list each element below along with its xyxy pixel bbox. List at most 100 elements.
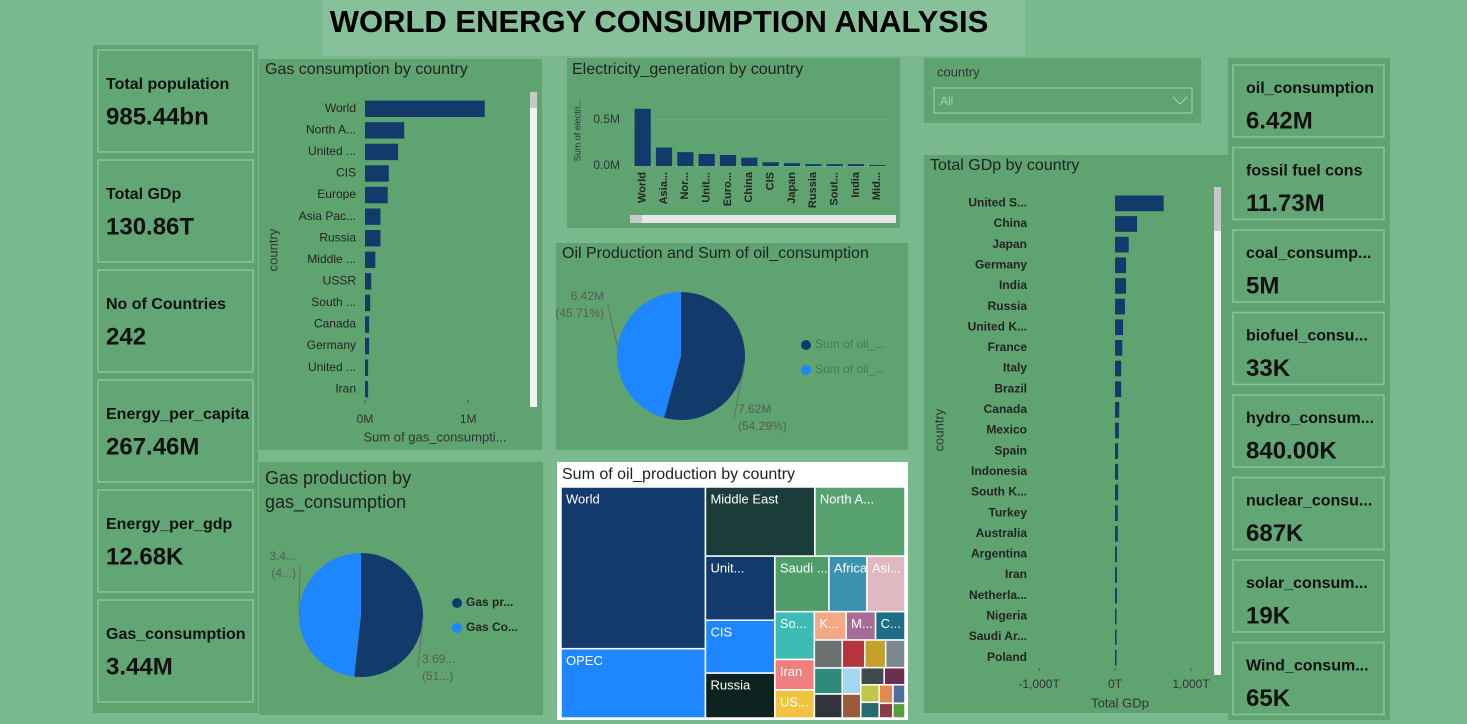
kpi-label: Gas_consumption xyxy=(106,626,246,643)
data-label: (51...) xyxy=(422,669,453,683)
kpi-card xyxy=(97,159,254,263)
bar xyxy=(365,122,405,139)
bar xyxy=(677,152,694,166)
treemap-tile xyxy=(841,666,862,695)
kpi-card xyxy=(1232,394,1385,468)
bar xyxy=(365,359,369,376)
x-tick-label: Unit... xyxy=(701,172,713,203)
kpi-value: 11.73M xyxy=(1246,190,1325,217)
kpi-value: 6.42M xyxy=(1246,107,1313,134)
kpi-label: Total population xyxy=(106,76,229,93)
bar xyxy=(1115,278,1127,294)
y-axis-title: country xyxy=(265,228,280,271)
treemap-tile xyxy=(892,684,906,705)
y-tick-label: 0.5M xyxy=(593,112,620,126)
category-label: Turkey xyxy=(989,505,1028,519)
legend-label: Gas Co... xyxy=(466,620,518,634)
x-tick-label: Mid... xyxy=(871,172,883,200)
category-label: Asia Pac... xyxy=(299,209,356,223)
bar xyxy=(1115,381,1122,398)
x-tick-label: 0M xyxy=(357,412,374,426)
treemap-tile xyxy=(813,667,843,695)
category-label: Russia xyxy=(988,299,1028,313)
data-label: 3.69... xyxy=(422,652,455,666)
category-label: Mexico xyxy=(986,423,1027,437)
category-label: North A... xyxy=(306,123,356,137)
kpi-card xyxy=(1232,476,1385,551)
tile-label: CIS xyxy=(710,625,732,640)
scroll-thumb[interactable] xyxy=(630,215,642,223)
kpi-value: 130.86T xyxy=(106,213,194,240)
pie-slice xyxy=(299,553,361,677)
treemap-tile xyxy=(560,647,707,719)
bar xyxy=(1115,505,1118,521)
category-label: France xyxy=(988,340,1028,354)
slicer-dropdown[interactable] xyxy=(933,87,1193,114)
tile-label: Iran xyxy=(780,664,802,679)
bar xyxy=(805,164,822,166)
kpi-card xyxy=(1232,229,1385,303)
bar xyxy=(1115,649,1117,666)
bar xyxy=(365,273,372,290)
tile-label: So... xyxy=(780,616,807,631)
tile-label: C... xyxy=(881,616,901,631)
bar xyxy=(1115,443,1119,459)
legend-marker xyxy=(801,340,811,350)
treemap-tile xyxy=(866,555,906,613)
treemap-tile xyxy=(813,693,843,719)
chart-title: Oil Production and Sum of oil_consumptio… xyxy=(562,245,869,262)
legend-marker xyxy=(452,623,462,633)
data-label: 3.4... xyxy=(269,549,296,563)
treemap-tile xyxy=(813,639,843,669)
x-tick-label: 0T xyxy=(1108,677,1123,691)
tile-label: OPEC xyxy=(566,653,603,668)
kpi-label: Total GDp xyxy=(106,186,181,203)
bar xyxy=(655,147,673,166)
kpi-label: No of Countries xyxy=(106,296,226,313)
treemap-tile xyxy=(814,486,906,557)
category-label: Canada xyxy=(314,317,356,331)
x-tick-label: 1M xyxy=(460,412,477,426)
legend-marker xyxy=(452,598,462,608)
dropdown-arrow[interactable] xyxy=(1172,96,1188,105)
legend-label: Gas pr... xyxy=(466,595,513,609)
y-axis-title: country xyxy=(931,408,946,451)
bar xyxy=(365,100,485,117)
tile-label: Russia xyxy=(710,678,751,693)
leader-line xyxy=(733,364,745,419)
category-label: Argentina xyxy=(971,547,1027,561)
kpi-label: nuclear_consu... xyxy=(1246,493,1372,510)
scroll-thumb[interactable] xyxy=(1214,187,1221,231)
x-tick-label: Russia xyxy=(807,171,819,208)
bar xyxy=(719,154,737,166)
scrollbar xyxy=(1214,187,1221,675)
pie-slice xyxy=(617,292,681,418)
bar xyxy=(1115,629,1117,645)
x-tick-label: Nor... xyxy=(679,172,691,200)
bar xyxy=(869,165,886,166)
kpi-label: fossil fuel cons xyxy=(1246,163,1363,180)
scroll-thumb[interactable] xyxy=(530,92,537,108)
kpi-label: solar_consum... xyxy=(1246,575,1368,592)
kpi-label: oil_consumption xyxy=(1246,80,1374,97)
y-tick-label: 0.0M xyxy=(593,158,620,172)
kpi-value: 12.68K xyxy=(106,543,184,570)
bar xyxy=(365,186,388,204)
category-label: Russia xyxy=(319,230,356,244)
category-label: USSR xyxy=(323,274,357,288)
category-label: Canada xyxy=(984,402,1028,416)
x-tick-label: 1,000T xyxy=(1172,677,1210,691)
x-tick-label: China xyxy=(743,171,755,202)
category-label: Netherla... xyxy=(969,588,1027,602)
category-label: Germany xyxy=(307,338,356,352)
bar xyxy=(365,316,370,333)
category-label: Middle ... xyxy=(307,252,356,266)
bar xyxy=(826,164,843,166)
category-label: Germany xyxy=(975,257,1027,271)
category-label: World xyxy=(325,101,356,115)
data-label: (45.71%) xyxy=(555,306,604,320)
slicer-value[interactable]: All xyxy=(940,94,953,108)
bar xyxy=(1115,587,1117,604)
bar xyxy=(365,251,376,268)
